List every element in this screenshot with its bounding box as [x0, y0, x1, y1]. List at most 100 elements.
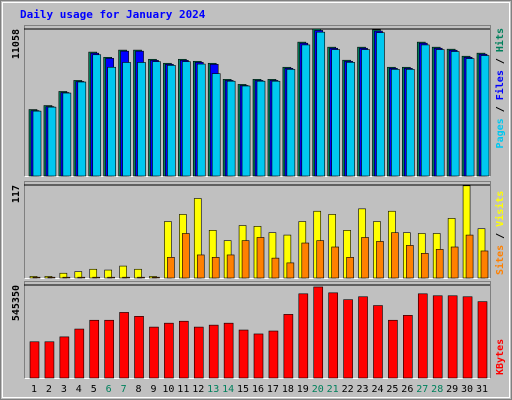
bar: [256, 237, 265, 279]
legend-label: Hits: [494, 28, 506, 52]
bar: [450, 246, 459, 279]
x-tick-label: 8: [136, 384, 142, 395]
bar: [346, 62, 355, 177]
bar: [361, 237, 369, 279]
x-tick-label: 6: [106, 384, 112, 395]
bar: [77, 81, 87, 177]
x-tick-label: 29: [446, 384, 458, 395]
bar: [301, 44, 311, 177]
bar: [480, 250, 489, 279]
bar: [226, 80, 236, 177]
x-tick-label: 19: [297, 384, 309, 395]
bar: [253, 333, 264, 379]
bar: [208, 324, 219, 379]
bar: [122, 276, 130, 279]
bar: [59, 336, 70, 379]
bar: [462, 296, 473, 379]
x-tick-label: 7: [121, 384, 127, 395]
bar: [331, 49, 340, 177]
bar: [179, 320, 189, 379]
bar: [211, 73, 221, 177]
bar: [403, 315, 413, 379]
bar: [376, 32, 385, 177]
legend-label: KBytes: [495, 339, 506, 375]
bar: [283, 314, 294, 379]
bar: [465, 58, 475, 177]
legend-separator: /: [495, 227, 506, 245]
bar: [119, 265, 127, 279]
bar: [447, 295, 458, 379]
x-tick-label: 21: [327, 384, 339, 395]
bar: [432, 295, 443, 379]
bar: [196, 63, 206, 177]
chart-title: Daily usage for January 2024: [20, 8, 206, 21]
x-tick-label: 3: [61, 384, 67, 395]
bar: [256, 80, 266, 177]
bar: [47, 106, 57, 177]
legend-label: Sites: [494, 245, 506, 275]
x-tick-label: 28: [431, 384, 443, 395]
bar: [137, 62, 146, 177]
x-tick-label: 22: [342, 384, 354, 395]
legend-separator: /: [495, 52, 506, 70]
bar: [406, 245, 414, 279]
bar: [196, 254, 205, 279]
bar: [420, 44, 430, 177]
x-tick-label: 31: [476, 384, 488, 395]
bar: [417, 293, 428, 379]
bar: [134, 268, 142, 279]
bar: [358, 296, 368, 379]
bar: [226, 254, 235, 279]
x-tick-label: 15: [237, 384, 249, 395]
bar: [107, 66, 116, 177]
bar: [134, 316, 144, 379]
bar: [77, 276, 86, 279]
bar: [211, 257, 220, 279]
bar: [32, 276, 41, 279]
bar: [316, 240, 325, 279]
bar: [107, 276, 115, 279]
bar: [313, 286, 324, 379]
legend-label: Visits: [494, 191, 506, 227]
bar: [328, 292, 338, 379]
bar: [74, 328, 85, 379]
x-tick-label: 2: [46, 384, 52, 395]
x-tick-label: 25: [386, 384, 398, 395]
x-tick-label: 12: [192, 384, 204, 395]
bar: [391, 69, 400, 177]
x-tick-label: 20: [312, 384, 324, 395]
x-tick-label: 11: [177, 384, 189, 395]
bar: [271, 80, 281, 177]
bar: [286, 69, 296, 177]
bar: [122, 62, 131, 177]
bar: [450, 51, 460, 177]
bar: [223, 322, 234, 379]
bar: [406, 69, 415, 177]
bar: [167, 257, 175, 279]
bar: [44, 341, 55, 379]
bar: [376, 241, 384, 279]
bar: [92, 54, 102, 177]
bar: [167, 65, 176, 177]
bar: [435, 49, 445, 177]
bar: [104, 319, 114, 379]
bar: [298, 293, 309, 379]
bar: [47, 276, 56, 279]
bar: [92, 276, 101, 279]
bar: [32, 110, 42, 177]
y-tick-label: 545350: [11, 285, 22, 321]
y-tick-label: 117: [11, 185, 22, 203]
bar: [137, 276, 145, 279]
bar: [465, 234, 474, 279]
x-tick-label: 14: [222, 384, 234, 395]
x-tick-label: 4: [76, 384, 82, 395]
bar: [241, 85, 251, 177]
bar: [268, 330, 279, 379]
legend-separator: /: [495, 100, 506, 118]
bar: [301, 242, 310, 279]
bar: [119, 312, 129, 379]
bar: [164, 322, 174, 379]
bar: [331, 246, 339, 279]
